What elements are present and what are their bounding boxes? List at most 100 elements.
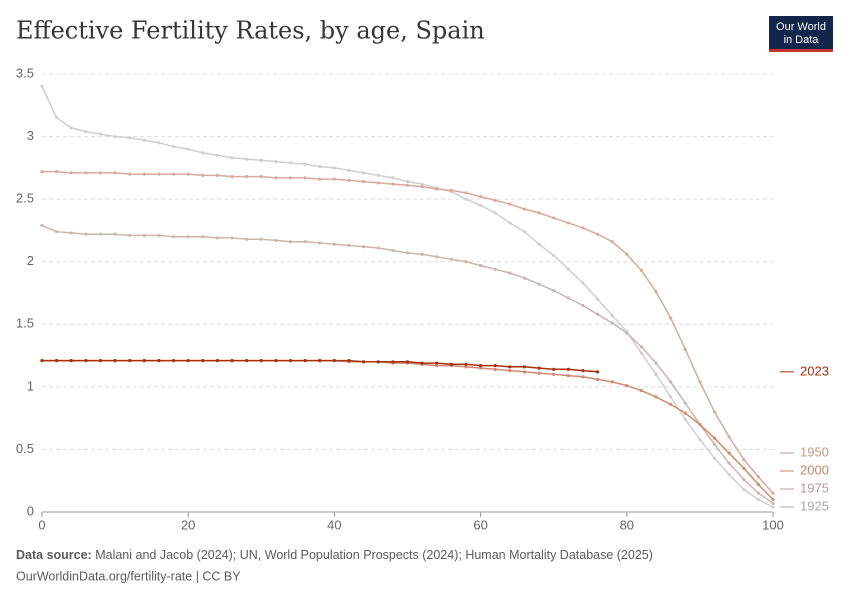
point xyxy=(215,153,220,157)
point xyxy=(581,226,585,230)
point xyxy=(201,173,205,177)
logo-bar xyxy=(769,49,833,52)
point xyxy=(625,384,629,388)
point xyxy=(303,358,307,363)
point xyxy=(303,176,307,180)
point xyxy=(581,281,585,285)
point xyxy=(362,245,366,249)
y-tick-label: 1.5 xyxy=(16,316,34,331)
point xyxy=(405,180,410,184)
point xyxy=(595,370,600,374)
point xyxy=(55,116,59,120)
point xyxy=(537,366,541,370)
point xyxy=(552,367,556,371)
point xyxy=(347,358,351,363)
point xyxy=(128,233,132,238)
point xyxy=(303,240,307,244)
legend-label: 2000 xyxy=(800,462,829,477)
point xyxy=(245,175,249,179)
point xyxy=(420,252,424,256)
point xyxy=(522,365,527,369)
point xyxy=(332,358,336,363)
point xyxy=(464,362,468,366)
point xyxy=(566,367,570,371)
point xyxy=(215,358,220,363)
point xyxy=(157,172,161,176)
point xyxy=(581,303,585,308)
point xyxy=(376,173,380,177)
point xyxy=(654,361,658,365)
point xyxy=(595,312,600,316)
point xyxy=(727,435,731,439)
point xyxy=(756,482,760,487)
point xyxy=(581,368,585,373)
point xyxy=(230,236,234,240)
point xyxy=(376,246,380,250)
point xyxy=(142,233,146,238)
plot: 0 0.5 1 1.5 2 2.5 3 3.5 0 20 40 60 80 100 2023 1950 2000… xyxy=(16,65,829,532)
point xyxy=(215,173,220,177)
legend-label: 1950 xyxy=(800,444,829,459)
point xyxy=(98,132,103,136)
point xyxy=(128,136,132,140)
point xyxy=(303,162,307,166)
point xyxy=(698,380,702,384)
point xyxy=(435,255,439,259)
line xyxy=(42,170,774,494)
point xyxy=(595,377,600,381)
point xyxy=(128,172,132,176)
point xyxy=(508,221,512,225)
point xyxy=(742,477,746,482)
point xyxy=(639,389,644,393)
point xyxy=(625,252,629,256)
point xyxy=(171,144,176,149)
point xyxy=(449,257,453,261)
point xyxy=(40,84,44,89)
point xyxy=(274,176,278,180)
point xyxy=(347,168,351,172)
point xyxy=(288,358,293,363)
point xyxy=(712,442,717,447)
footer: OurWorldinData.org/fertility-rate | CC B… xyxy=(16,569,241,583)
point xyxy=(756,497,760,502)
point xyxy=(40,223,44,228)
point xyxy=(288,176,293,180)
point xyxy=(771,505,775,509)
point xyxy=(113,134,117,139)
y-tick-label: 2.5 xyxy=(16,191,34,206)
point xyxy=(639,345,644,349)
point xyxy=(259,175,263,179)
point xyxy=(566,267,570,271)
point xyxy=(69,171,73,175)
point xyxy=(712,456,717,460)
logo-text: Our World xyxy=(776,21,826,33)
point xyxy=(508,202,512,206)
point xyxy=(259,237,263,241)
point xyxy=(201,358,205,363)
point xyxy=(639,268,644,273)
point xyxy=(683,347,687,351)
point xyxy=(508,365,512,369)
point xyxy=(493,367,497,371)
point xyxy=(142,358,146,363)
point xyxy=(420,361,424,365)
point xyxy=(98,171,103,175)
point xyxy=(245,237,249,241)
point xyxy=(171,172,176,176)
point xyxy=(493,198,497,202)
point xyxy=(493,267,497,271)
point xyxy=(742,466,746,470)
point xyxy=(405,183,410,187)
point xyxy=(683,401,687,405)
point xyxy=(742,487,746,492)
point xyxy=(449,362,453,366)
series xyxy=(40,170,775,495)
series xyxy=(40,358,775,502)
point xyxy=(215,236,220,240)
point xyxy=(113,232,117,236)
point xyxy=(84,358,88,363)
point xyxy=(274,358,278,363)
point xyxy=(771,497,775,502)
point xyxy=(186,172,190,176)
point xyxy=(69,231,73,235)
